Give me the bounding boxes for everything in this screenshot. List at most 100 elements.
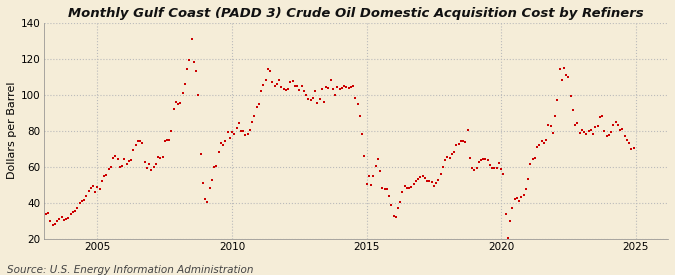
Point bbox=[310, 89, 321, 93]
Point bbox=[617, 126, 628, 131]
Point bbox=[186, 37, 197, 41]
Point bbox=[370, 164, 381, 168]
Point bbox=[381, 187, 392, 191]
Point bbox=[90, 190, 101, 194]
Point bbox=[312, 100, 323, 105]
Point bbox=[217, 143, 228, 147]
Point bbox=[296, 83, 307, 88]
Point bbox=[471, 166, 482, 171]
Point bbox=[483, 158, 493, 163]
Point bbox=[572, 120, 583, 125]
Point bbox=[227, 129, 238, 134]
Point bbox=[422, 179, 433, 183]
Point bbox=[95, 187, 105, 191]
Point bbox=[327, 87, 338, 91]
Point bbox=[292, 83, 302, 88]
Point bbox=[307, 96, 318, 100]
Point bbox=[410, 179, 421, 183]
Point bbox=[222, 130, 233, 135]
Point bbox=[101, 173, 112, 177]
Point bbox=[437, 164, 448, 169]
Point bbox=[406, 185, 417, 189]
Point bbox=[175, 100, 186, 105]
Point bbox=[171, 100, 182, 104]
Point bbox=[56, 215, 67, 219]
Point bbox=[588, 132, 599, 136]
Point bbox=[305, 98, 316, 102]
Point bbox=[164, 138, 175, 142]
Point bbox=[263, 67, 273, 72]
Point bbox=[231, 126, 242, 130]
Point bbox=[47, 223, 58, 227]
Point bbox=[126, 158, 136, 163]
Point bbox=[605, 130, 616, 135]
Point bbox=[43, 210, 53, 215]
Point bbox=[332, 85, 343, 90]
Point bbox=[466, 165, 477, 170]
Point bbox=[119, 157, 130, 162]
Point bbox=[108, 155, 119, 160]
Point bbox=[541, 138, 551, 142]
Point bbox=[547, 131, 558, 136]
Point bbox=[78, 198, 89, 202]
Point bbox=[386, 203, 397, 208]
Point bbox=[251, 105, 262, 109]
Point bbox=[350, 96, 361, 100]
Point bbox=[247, 119, 258, 124]
Point bbox=[559, 65, 570, 70]
Point bbox=[105, 164, 116, 169]
Point bbox=[271, 82, 282, 86]
Point bbox=[287, 79, 298, 83]
Point bbox=[498, 172, 509, 176]
Point bbox=[193, 93, 204, 98]
Point bbox=[122, 162, 132, 166]
Point bbox=[404, 186, 414, 191]
Point bbox=[352, 101, 363, 106]
Point bbox=[112, 157, 123, 162]
Point bbox=[72, 206, 82, 210]
Point bbox=[254, 101, 265, 106]
Point bbox=[518, 192, 529, 197]
Point bbox=[256, 89, 267, 93]
Point bbox=[224, 136, 235, 140]
Point bbox=[597, 114, 608, 119]
Point bbox=[97, 179, 107, 183]
Point bbox=[458, 139, 468, 144]
Point bbox=[81, 193, 92, 198]
Point bbox=[578, 129, 589, 134]
Point bbox=[281, 88, 292, 92]
Point bbox=[408, 182, 419, 186]
Title: Monthly Gulf Coast (PADD 3) Crude Oil Domestic Acquisition Cost by Refiners: Monthly Gulf Coast (PADD 3) Crude Oil Do… bbox=[68, 7, 644, 20]
Point bbox=[576, 128, 587, 132]
Point bbox=[469, 168, 480, 172]
Point bbox=[144, 162, 155, 166]
Point bbox=[356, 132, 367, 136]
Point bbox=[527, 157, 538, 162]
Point bbox=[74, 200, 85, 205]
Point bbox=[612, 123, 623, 127]
Point bbox=[139, 160, 150, 164]
Point bbox=[303, 97, 314, 101]
Point bbox=[561, 73, 572, 77]
Point bbox=[202, 200, 213, 204]
Point bbox=[615, 128, 626, 132]
Point bbox=[261, 78, 271, 82]
Point bbox=[285, 80, 296, 84]
Point bbox=[265, 69, 275, 73]
Point bbox=[390, 215, 401, 219]
Point bbox=[599, 128, 610, 133]
Point bbox=[76, 199, 87, 203]
Point bbox=[433, 178, 443, 182]
Point bbox=[397, 190, 408, 194]
Point bbox=[166, 128, 177, 133]
Point bbox=[478, 157, 489, 162]
Point bbox=[151, 162, 161, 166]
Point bbox=[276, 85, 287, 90]
Point bbox=[628, 145, 639, 150]
Point bbox=[516, 195, 526, 200]
Point bbox=[565, 94, 576, 99]
Point bbox=[341, 85, 352, 90]
Point bbox=[59, 218, 70, 222]
Point bbox=[435, 172, 446, 176]
Point bbox=[585, 128, 596, 132]
